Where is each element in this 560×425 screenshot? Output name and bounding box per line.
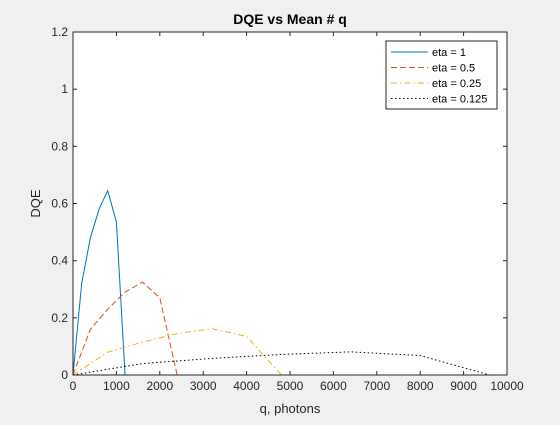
y-axis-label: DQE [28,189,43,218]
series-line-1 [72,189,507,376]
x-tick-label: 0 [70,379,77,393]
y-tick-label: 0.4 [51,254,68,268]
legend: eta = 1 eta = 0.5 eta = 0.25 eta = 0.125 [385,40,498,110]
x-tick-label: 10000 [490,379,524,393]
y-tick-label: 0.6 [51,197,68,211]
x-tick-label: 7000 [363,379,390,393]
chart-title: DQE vs Mean # q [233,11,347,27]
y-tick-label: 1.2 [51,25,68,39]
series-layer [72,189,507,376]
x-tick-label: 6000 [320,379,347,393]
y-tick-label: 0.8 [51,139,68,153]
y-tick-label: 0 [61,368,68,382]
series-line-3 [72,328,507,376]
x-axis-label: q, photons [260,401,321,416]
x-tick-label: 3000 [190,379,217,393]
x-tick-label: 1000 [103,379,130,393]
x-tick-label: 9000 [450,379,477,393]
x-tick-label: 5000 [277,379,304,393]
legend-entry-label: eta = 0.25 [432,78,481,90]
x-tick-label: 2000 [146,379,173,393]
y-tick-label: 0.2 [51,311,68,325]
series-line-2 [72,281,507,376]
y-tick-label: 1 [61,82,68,96]
series-line-4 [72,351,507,376]
x-tick-label: 4000 [233,379,260,393]
tick-labels: 0 1000 2000 3000 4000 5000 6000 7000 8000 9000 100… [51,25,524,393]
legend-entry-label: eta = 1 [432,47,466,59]
axes-box [72,31,508,376]
x-tick-label: 8000 [407,379,434,393]
legend-entry-label: eta = 0.125 [432,94,487,106]
legend-entry-label: eta = 0.5 [432,63,475,75]
